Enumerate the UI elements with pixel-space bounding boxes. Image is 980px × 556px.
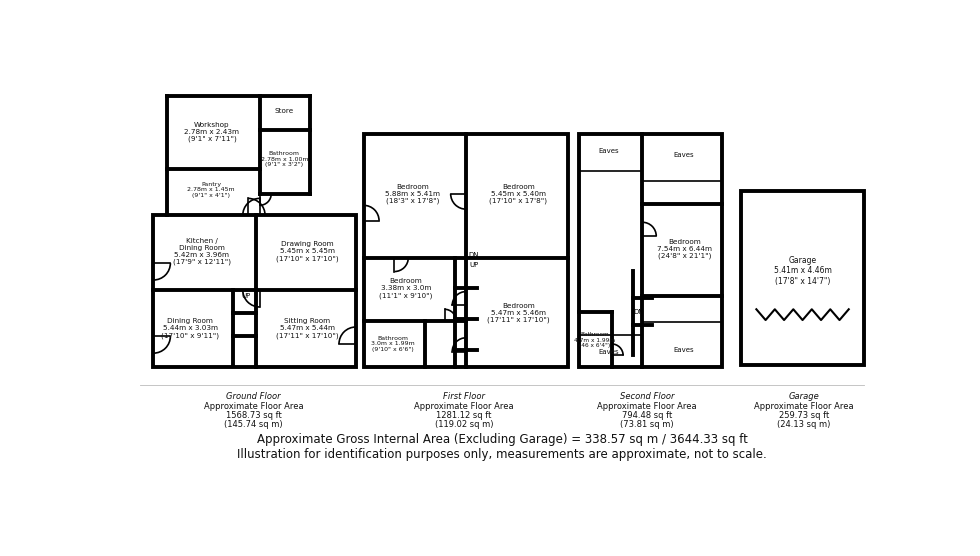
Text: Bedroom
7.54m x 6.44m
(24'8" x 21'1"): Bedroom 7.54m x 6.44m (24'8" x 21'1") (658, 239, 712, 260)
Text: Approximate Gross Internal Area (Excluding Garage) = 338.57 sq m / 3644.33 sq ft: Approximate Gross Internal Area (Excludi… (257, 433, 748, 446)
Text: Garage: Garage (789, 391, 819, 401)
Text: Bedroom
5.47m x 5.46m
(17'11" x 17'10"): Bedroom 5.47m x 5.46m (17'11" x 17'10") (487, 303, 550, 324)
Text: Approximate Floor Area: Approximate Floor Area (755, 401, 854, 411)
Text: 1281.12 sq ft: 1281.12 sq ft (436, 411, 491, 420)
Bar (364, 135, 567, 367)
Bar (579, 135, 721, 367)
Text: Dining Room
5.44m x 3.03m
(17'10" x 9'11"): Dining Room 5.44m x 3.03m (17'10" x 9'11… (162, 318, 220, 339)
Text: (119.02 sq m): (119.02 sq m) (434, 420, 493, 429)
Text: Approximate Floor Area: Approximate Floor Area (204, 401, 304, 411)
Text: Ground Floor: Ground Floor (226, 391, 281, 401)
Text: Bathroom
3.0m x 1.99m
(9'10" x 6'6"): Bathroom 3.0m x 1.99m (9'10" x 6'6") (371, 336, 415, 352)
Bar (741, 191, 864, 365)
Text: Garage
5.41m x 4.46m
(17'8" x 14'7"): Garage 5.41m x 4.46m (17'8" x 14'7") (773, 256, 831, 286)
Text: Sitting Room
5.47m x 5.44m
(17'11" x 17'10"): Sitting Room 5.47m x 5.44m (17'11" x 17'… (276, 318, 339, 339)
Text: DN: DN (633, 309, 644, 315)
Text: (145.74 sq m): (145.74 sq m) (224, 420, 283, 429)
Text: First Floor: First Floor (443, 391, 485, 401)
Text: Approximate Floor Area: Approximate Floor Area (597, 401, 697, 411)
Text: Eaves: Eaves (598, 148, 618, 155)
Text: 259.73 sq ft: 259.73 sq ft (779, 411, 829, 420)
Text: Second Floor: Second Floor (619, 391, 674, 401)
Text: DN: DN (468, 252, 479, 259)
Text: Drawing Room
5.45m x 5.45m
(17'10" x 17'10"): Drawing Room 5.45m x 5.45m (17'10" x 17'… (276, 241, 339, 262)
Text: Bathroom
4.7m x 1.99m
(46 x 6'4"): Bathroom 4.7m x 1.99m (46 x 6'4") (574, 332, 615, 349)
Text: Approximate Floor Area: Approximate Floor Area (414, 401, 514, 411)
Text: Store: Store (274, 108, 294, 115)
Bar (154, 215, 356, 367)
Text: Bathroom
2.78m x 1.00m
(9'1" x 3'2"): Bathroom 2.78m x 1.00m (9'1" x 3'2") (261, 151, 308, 167)
Text: (24.13 sq m): (24.13 sq m) (777, 420, 831, 429)
Text: 794.48 sq ft: 794.48 sq ft (622, 411, 672, 420)
Text: (73.81 sq m): (73.81 sq m) (620, 420, 674, 429)
Text: Eaves: Eaves (598, 349, 618, 355)
Text: UP: UP (241, 293, 251, 299)
Text: Bedroom
5.88m x 5.41m
(18'3" x 17'8"): Bedroom 5.88m x 5.41m (18'3" x 17'8") (385, 183, 440, 204)
Text: Bedroom
5.45m x 5.40m
(17'10" x 17'8"): Bedroom 5.45m x 5.40m (17'10" x 17'8") (489, 183, 548, 204)
Text: Illustration for identification purposes only, measurements are approximate, not: Illustration for identification purposes… (237, 448, 767, 460)
Text: UP: UP (469, 262, 478, 269)
Text: 1568.73 sq ft: 1568.73 sq ft (225, 411, 281, 420)
Text: Pantry
2.78m x 1.45m
(9'1" x 4'1"): Pantry 2.78m x 1.45m (9'1" x 4'1") (187, 182, 235, 198)
Text: Workshop
2.78m x 2.43m
(9'1" x 7'11"): Workshop 2.78m x 2.43m (9'1" x 7'11") (184, 122, 239, 142)
Text: Eaves: Eaves (673, 347, 694, 353)
Text: Bedroom
3.38m x 3.0m
(11'1" x 9'10"): Bedroom 3.38m x 3.0m (11'1" x 9'10") (379, 278, 433, 299)
Text: Eaves: Eaves (673, 152, 694, 158)
Text: Kitchen /
Dining Room
5.42m x 3.96m
(17'9" x 12'11"): Kitchen / Dining Room 5.42m x 3.96m (17'… (172, 238, 231, 265)
